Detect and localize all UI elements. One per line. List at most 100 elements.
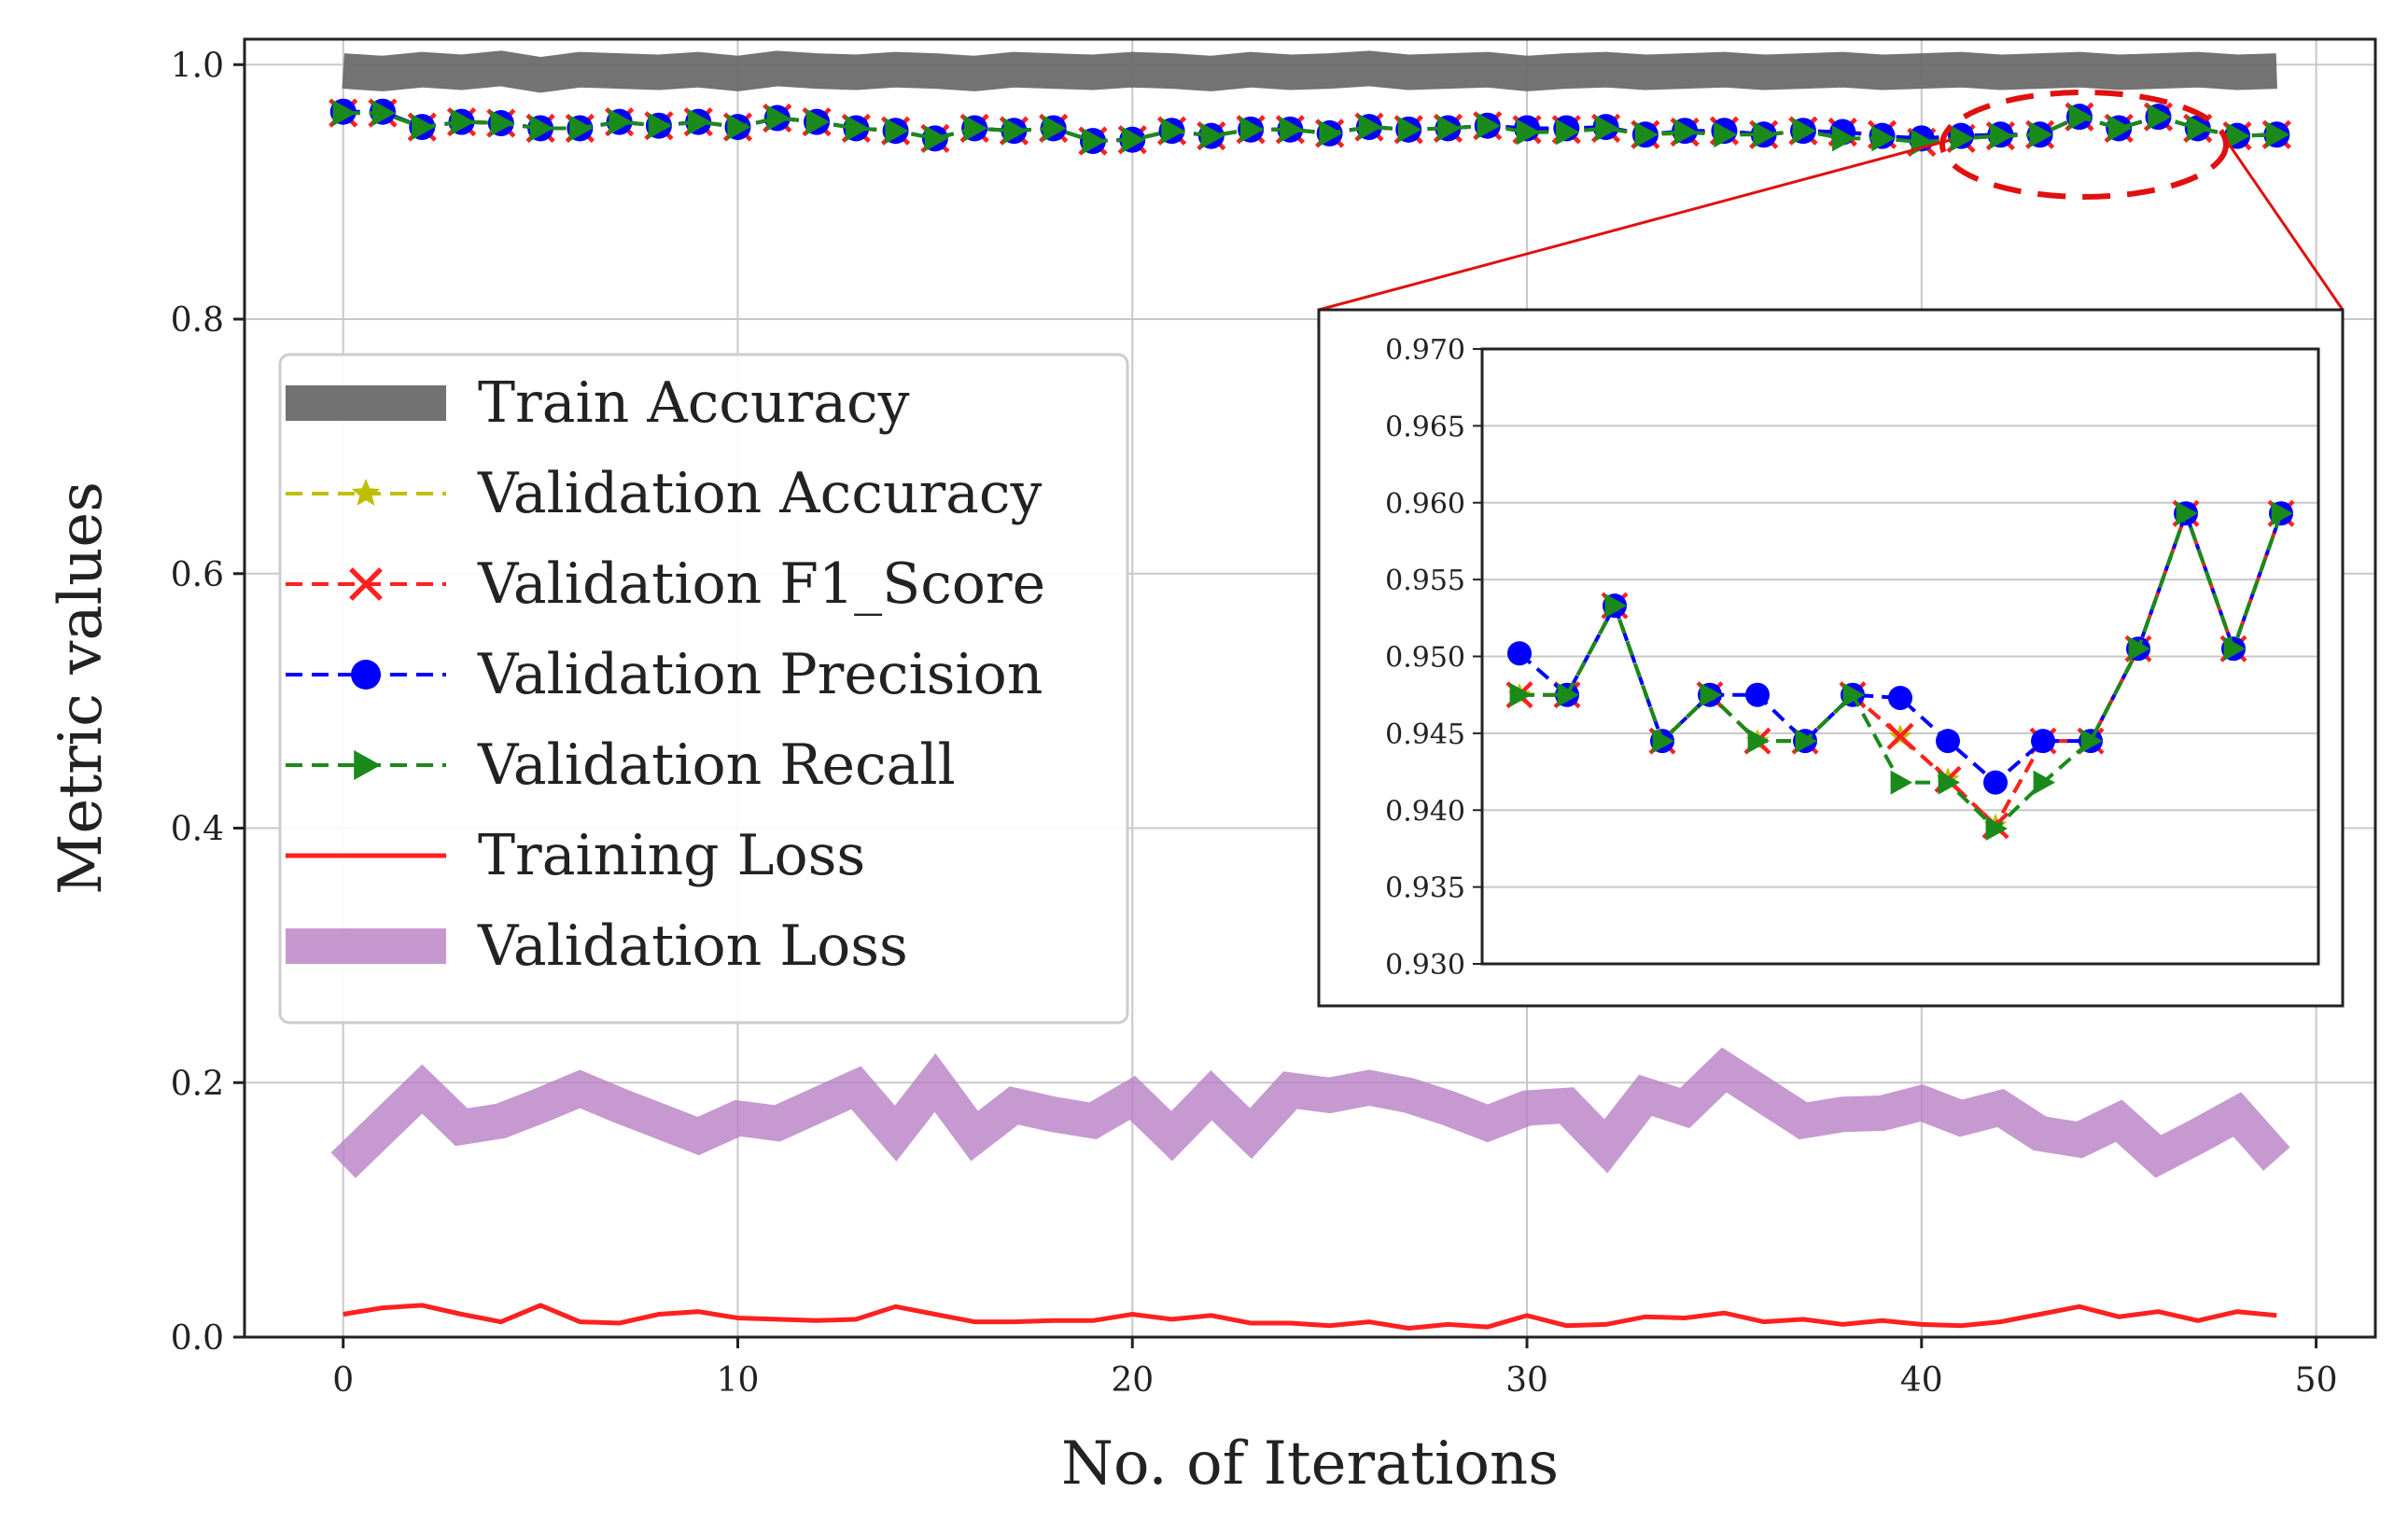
series-line-training-loss <box>343 1303 2277 1332</box>
point-validation-recall-18 <box>1043 115 1067 142</box>
point-validation-recall-43 <box>2029 121 2053 148</box>
inset-point-validation-precision-9 <box>1936 729 1960 754</box>
ticks: 0 10 20 30 40 50 0.0 0.2 0.4 0.6 0.8 1.0 <box>171 47 2338 1400</box>
inset-tick-label-1: 0.935 <box>1385 872 1465 905</box>
legend-box <box>278 353 1129 1025</box>
point-validation-recall-48 <box>2226 122 2251 149</box>
inset-tick-label-2: 0.940 <box>1385 795 1465 828</box>
plot-frame <box>243 37 2377 1339</box>
inset-series-validation-recall <box>1509 501 2293 842</box>
point-validation-recall-1 <box>371 100 396 127</box>
x-tick-label-5: 50 <box>2295 1361 2338 1400</box>
zoom-connector-right <box>2224 139 2345 311</box>
inset-point-validation-recall-8 <box>1890 770 1912 795</box>
inset-point-validation-recall-3 <box>1652 729 1674 754</box>
point-validation-recall-30 <box>1516 119 1541 146</box>
point-validation-recall-27 <box>1397 116 1422 143</box>
inset-point-validation-recall-13 <box>2128 636 2150 662</box>
inset-point-validation-precision-0 <box>1507 641 1532 666</box>
inset-point-validation-recall-15 <box>2223 636 2246 662</box>
point-validation-recall-19 <box>1082 128 1106 155</box>
y-tick-label-2: 0.4 <box>171 811 224 849</box>
point-validation-recall-28 <box>1437 115 1462 142</box>
inset-tick-label-3: 0.945 <box>1385 718 1465 751</box>
point-validation-recall-6 <box>569 115 594 142</box>
zoom-connector-left <box>1318 138 1952 312</box>
point-validation-recall-9 <box>687 108 712 135</box>
point-validation-recall-49 <box>2266 121 2290 148</box>
inset-tick-label-7: 0.965 <box>1385 411 1465 443</box>
legend-entry-validation-loss: Validation Loss <box>286 913 908 979</box>
inset-tick-label-6: 0.960 <box>1385 488 1465 521</box>
point-validation-recall-44 <box>2068 104 2093 131</box>
inset-point-validation-recall-6 <box>1795 729 1817 754</box>
point-validation-recall-47 <box>2187 115 2211 142</box>
inset-point-validation-recall-16 <box>2271 501 2293 526</box>
legend: Train Accuracy Validation Accuracy Validat… <box>278 353 1129 1025</box>
legend-marker-validation-recall <box>354 750 381 780</box>
point-validation-recall-37 <box>1792 118 1816 145</box>
inset-tick-label-8: 0.970 <box>1385 334 1465 367</box>
legend-marker-validation-precision <box>351 660 381 690</box>
legend-entry-validation-recall: Validation Recall <box>286 732 956 798</box>
zoom-ellipse <box>1939 90 2229 200</box>
inset-point-validation-precision-11 <box>2031 729 2055 754</box>
legend-label-train-accuracy: Train Accuracy <box>478 370 910 436</box>
point-validation-recall-21 <box>1161 118 1185 145</box>
x-tick-label-0: 0 <box>332 1361 354 1400</box>
point-validation-recall-45 <box>2107 115 2133 142</box>
y-tick-label-3: 0.6 <box>171 556 224 594</box>
point-validation-recall-26 <box>1358 114 1382 141</box>
point-validation-recall-15 <box>924 125 948 152</box>
point-validation-recall-32 <box>1595 115 1619 142</box>
point-validation-recall-2 <box>412 114 436 141</box>
point-validation-recall-46 <box>2148 104 2172 131</box>
point-validation-recall-16 <box>963 115 988 142</box>
legend-label-training-loss: Training Loss <box>478 823 865 888</box>
point-validation-recall-33 <box>1634 121 1659 148</box>
y-axis-label: Metric values <box>47 481 116 895</box>
point-validation-recall-3 <box>451 108 475 135</box>
legend-label-validation-loss: Validation Loss <box>477 913 908 979</box>
point-validation-recall-41 <box>1950 125 1975 152</box>
inset-frame <box>1317 308 2345 1008</box>
series-training-loss <box>343 1303 2277 1332</box>
x-tick-label-4: 40 <box>1900 1361 1943 1400</box>
point-validation-recall-24 <box>1280 116 1304 143</box>
point-validation-recall-20 <box>1122 126 1146 153</box>
y-tick-label-4: 0.8 <box>171 301 224 340</box>
inset-tick-label-5: 0.955 <box>1385 565 1465 597</box>
point-validation-recall-29 <box>1477 112 1501 139</box>
point-validation-recall-35 <box>1714 121 1738 148</box>
point-validation-recall-10 <box>727 114 751 141</box>
y-tick-label-5: 1.0 <box>171 47 224 85</box>
legend-label-validation-recall: Validation Recall <box>477 732 956 798</box>
point-validation-recall-4 <box>490 110 514 137</box>
y-tick-label-0: 0.0 <box>171 1319 224 1358</box>
point-validation-recall-42 <box>1990 122 2014 149</box>
inset-point-validation-recall-14 <box>2176 501 2198 526</box>
inset-point-validation-recall-10 <box>1985 816 2008 842</box>
legend-entry-train-accuracy: Train Accuracy <box>286 370 910 436</box>
inset-point-validation-recall-12 <box>2080 729 2103 754</box>
inset-point-validation-recall-1 <box>1557 682 1579 707</box>
legend-marker-validation-accuracy <box>351 479 381 506</box>
point-validation-recall-7 <box>609 108 633 135</box>
inset-point-validation-recall-0 <box>1509 682 1532 707</box>
legend-entry-validation-f1-score: Validation F1_Score <box>286 551 1045 617</box>
x-axis-label: No. of Iterations <box>1061 1429 1559 1499</box>
inset-point-validation-recall-4 <box>1700 682 1722 707</box>
point-validation-recall-22 <box>1200 122 1225 149</box>
inset-point-validation-precision-10 <box>1983 770 2008 795</box>
inset-point-validation-recall-7 <box>1842 682 1865 707</box>
inset-point-validation-precision-5 <box>1745 682 1770 707</box>
point-validation-recall-23 <box>1239 116 1265 143</box>
inset-point-validation-recall-11 <box>2033 770 2055 795</box>
point-validation-recall-5 <box>529 115 554 142</box>
x-tick-label-3: 30 <box>1505 1361 1548 1400</box>
point-validation-recall-12 <box>805 108 831 135</box>
series-train-accuracy <box>342 50 2277 93</box>
point-validation-recall-39 <box>1871 125 1896 152</box>
point-validation-recall-36 <box>1753 121 1777 148</box>
